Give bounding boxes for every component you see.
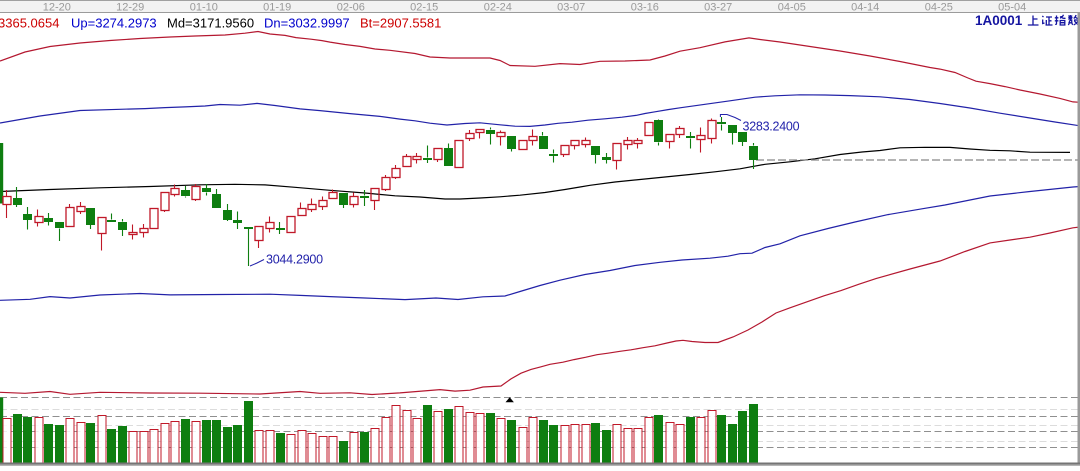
svg-text:04-05: 04-05 [778, 2, 806, 14]
svg-text:Md=3171.9560: Md=3171.9560 [167, 16, 254, 31]
svg-text:04-25: 04-25 [925, 2, 953, 14]
svg-text:02-24: 02-24 [484, 2, 512, 14]
svg-text:03-27: 03-27 [704, 2, 732, 14]
svg-text:01-19: 01-19 [263, 2, 291, 14]
svg-text:05-04: 05-04 [998, 2, 1026, 14]
svg-text:03-16: 03-16 [631, 2, 659, 14]
svg-text:12-29: 12-29 [116, 2, 144, 14]
svg-text:04-14: 04-14 [851, 2, 879, 14]
svg-text:12-20: 12-20 [43, 2, 71, 14]
svg-text:03-07: 03-07 [557, 2, 585, 14]
svg-text:Dn=3032.9997: Dn=3032.9997 [264, 16, 350, 31]
svg-text:02-15: 02-15 [410, 2, 438, 14]
svg-text:Bt=2907.5581: Bt=2907.5581 [360, 16, 441, 31]
svg-text:3044.2900: 3044.2900 [266, 253, 323, 267]
svg-text:02-06: 02-06 [337, 2, 365, 14]
svg-text:Up=3274.2973: Up=3274.2973 [71, 16, 157, 31]
svg-text:3365.0654: 3365.0654 [0, 16, 59, 31]
svg-text:1A0001: 1A0001 [975, 13, 1023, 28]
svg-text:01-10: 01-10 [190, 2, 218, 14]
svg-text:3283.2400: 3283.2400 [743, 120, 800, 134]
